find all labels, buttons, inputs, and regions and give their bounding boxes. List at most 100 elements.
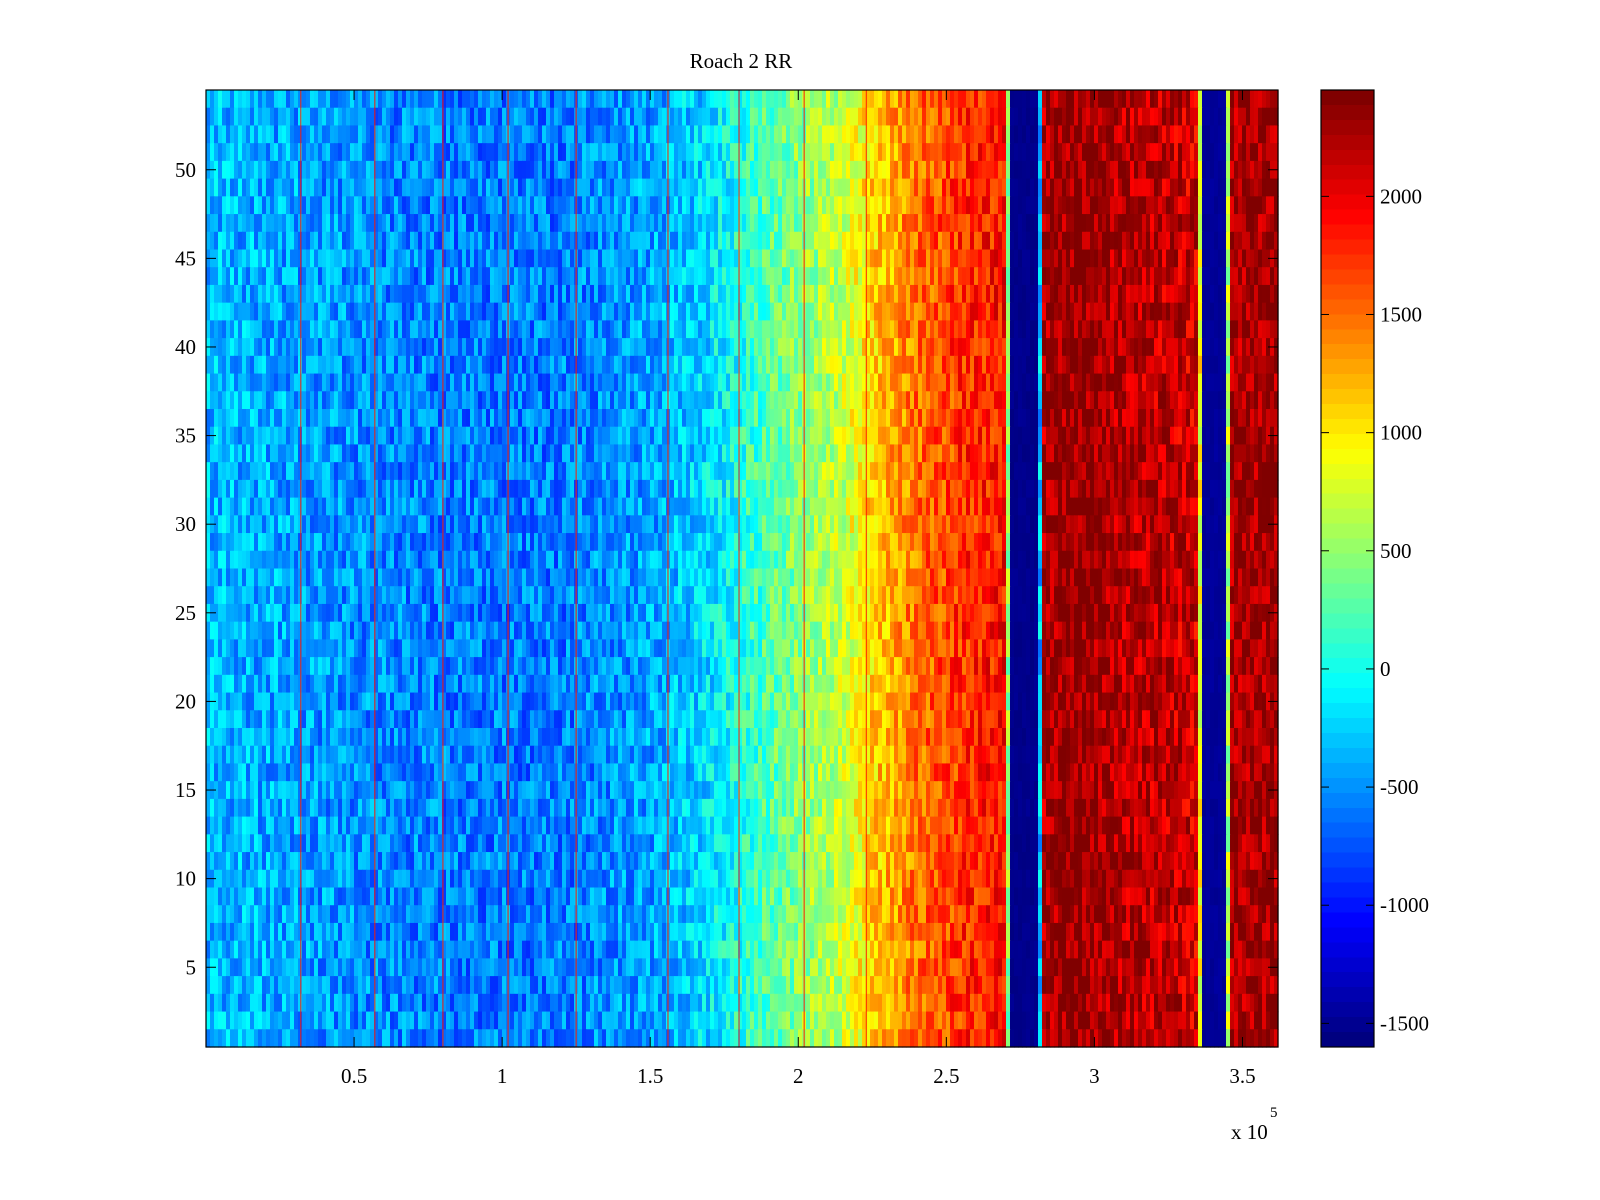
heatmap-cell [1202,284,1207,304]
heatmap-cell [286,249,291,268]
heatmap-cell [1202,320,1207,339]
heatmap-cell [742,196,747,215]
heatmap-cell [1002,373,1007,392]
heatmap-cell [358,90,363,109]
heatmap-cell [998,373,1003,392]
heatmap-cell [382,178,387,197]
heatmap-cell [246,338,251,357]
heatmap-cell [822,338,827,357]
heatmap-cell [470,391,475,410]
heatmap-cell [1242,267,1247,286]
heatmap-cell [758,231,763,251]
heatmap-cell [718,355,723,375]
heatmap-cell [454,302,459,321]
heatmap-cell [898,249,903,268]
heatmap-cell [746,90,751,109]
heatmap-cell [246,302,251,321]
heatmap-cell [750,196,755,215]
heatmap-cell [874,284,879,304]
heatmap-cell [394,302,399,321]
heatmap-cell [546,284,551,304]
heatmap-cell [1098,302,1103,321]
heatmap-cell [438,409,443,428]
heatmap-cell [402,409,407,428]
heatmap-cell [946,267,951,286]
heatmap-cell [1126,160,1131,180]
heatmap-cell [1246,373,1251,392]
heatmap-cell [1230,338,1235,357]
heatmap-cell [1214,355,1219,375]
heatmap-cell [626,373,631,392]
heatmap-cell [966,196,971,215]
heatmap-cell [1006,90,1011,109]
heatmap-cell [750,125,755,144]
heatmap-cell [598,267,603,286]
heatmap-cell [954,196,959,215]
heatmap-cell [690,391,695,410]
heatmap-cell [546,302,551,321]
heatmap-cell [478,107,483,127]
heatmap-cell [306,338,311,357]
heatmap-cell [474,125,479,144]
heatmap-cell [398,267,403,286]
heatmap-cell [1014,355,1019,375]
heatmap-cell [294,160,299,180]
heatmap-cell [1186,214,1191,233]
heatmap-cell [218,267,223,286]
heatmap-cell [262,160,267,180]
heatmap-cell [250,355,255,375]
heatmap-cell [1242,125,1247,144]
heatmap-cell [514,196,519,215]
heatmap-cell [478,196,483,215]
heatmap-cell [1070,302,1075,321]
heatmap-cell [650,355,655,375]
heatmap-cell [518,391,523,410]
heatmap-cell [522,284,527,304]
heatmap-cell [418,391,423,410]
heatmap-cell [630,90,635,109]
heatmap-cell [538,338,543,357]
heatmap-cell [1142,338,1147,357]
heatmap-cell [1014,143,1019,162]
heatmap-cell [822,391,827,410]
heatmap-cell [438,107,443,127]
heatmap-cell [938,214,943,233]
heatmap-cell [806,373,811,392]
heatmap-cell [558,391,563,410]
heatmap-cell [978,90,983,109]
heatmap-cell [874,267,879,286]
heatmap-cell [226,391,231,410]
heatmap-cell [274,249,279,268]
heatmap-cell [454,196,459,215]
heatmap-cell [842,302,847,321]
heatmap-cell [734,320,739,339]
heatmap-cell [510,143,515,162]
heatmap-cell [1190,178,1195,197]
heatmap-cell [494,284,499,304]
heatmap-cell [874,249,879,268]
heatmap-cell [394,284,399,304]
heatmap-cell [630,160,635,180]
heatmap-cell [1234,90,1239,109]
heatmap-cell [1018,196,1023,215]
heatmap-cell [406,107,411,127]
heatmap-cell [222,107,227,127]
heatmap-cell [898,231,903,251]
heatmap-cell [374,125,379,144]
heatmap-cell [566,231,571,251]
heatmap-cell [722,373,727,392]
heatmap-cell [538,302,543,321]
heatmap-cell [746,355,751,375]
heatmap-cell [470,160,475,180]
heatmap-cell [994,373,999,392]
heatmap-cell [326,196,331,215]
heatmap-cell [962,196,967,215]
heatmap-cell [1162,160,1167,180]
heatmap-cell [530,249,535,268]
heatmap-cell [818,320,823,339]
heatmap-cell [294,214,299,233]
heatmap-cell [346,338,351,357]
heatmap-cell [786,320,791,339]
heatmap-cell [998,284,1003,304]
heatmap-cell [710,125,715,144]
